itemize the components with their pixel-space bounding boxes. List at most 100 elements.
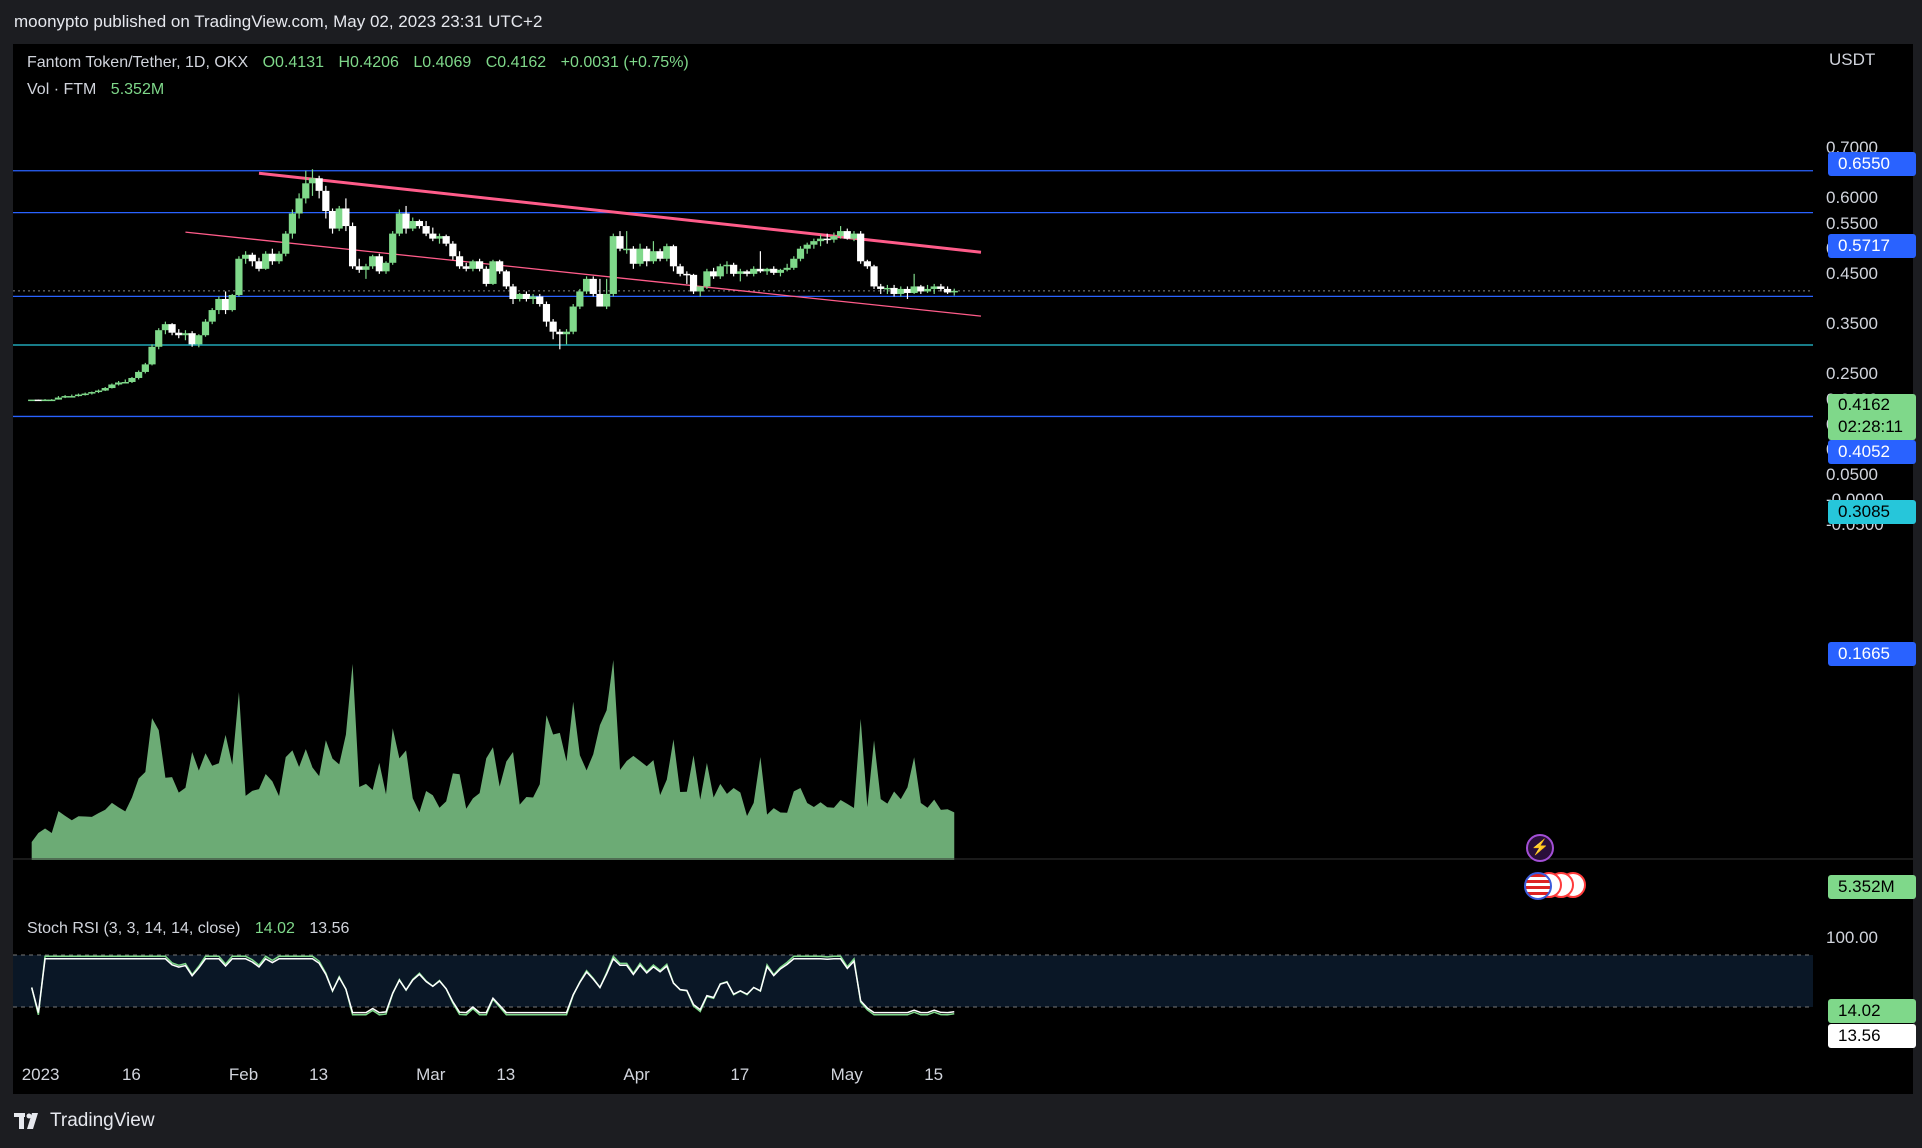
candle-body (215, 299, 223, 311)
candle-body (930, 286, 938, 289)
candle-body (81, 393, 89, 396)
candle-body (369, 256, 377, 267)
candle-body (188, 333, 196, 345)
low-value: L0.4069 (413, 54, 472, 71)
candle-body (41, 399, 49, 402)
candle-body (476, 261, 484, 269)
candle-body (135, 371, 143, 378)
volume-tag: 5.352M (1828, 875, 1916, 899)
lightning-icon[interactable]: ⚡ (1526, 834, 1554, 862)
candle-body (175, 332, 183, 336)
candle-body (208, 310, 216, 322)
candle-body (74, 394, 83, 397)
price-tick-label: 0.4500 (1826, 263, 1878, 283)
candle-body (389, 233, 397, 263)
chart-frame[interactable]: Fantom Token/Tether, 1D, OKX O0.4131 H0.… (13, 44, 1916, 1094)
candle-body (348, 226, 357, 267)
stoch-tick-label: 100.00 (1826, 928, 1878, 947)
candle-body (482, 268, 490, 284)
candle-body (48, 399, 56, 402)
footer: TradingView (0, 1094, 1922, 1148)
tradingview-icon (14, 1113, 38, 1129)
stoch-d-tag: 13.56 (1828, 1024, 1916, 1048)
candle-body (649, 251, 658, 262)
candle-body (108, 384, 116, 389)
close-value: C0.4162 (485, 54, 547, 71)
candle-body (496, 261, 504, 272)
candle-body (903, 288, 912, 293)
candle-body (569, 306, 577, 332)
time-tick-label: 15 (924, 1065, 944, 1084)
candle-body (148, 346, 156, 365)
candle-body (302, 183, 310, 199)
candle-body (28, 399, 36, 402)
candle-body (810, 241, 818, 245)
level-tag-4: 0.3085 (1828, 500, 1916, 524)
candle-body (355, 266, 363, 270)
candle-body (516, 293, 524, 299)
price-chart[interactable] (13, 44, 1913, 1094)
candle-body (422, 226, 430, 234)
candle-body (870, 266, 878, 287)
candle-body (342, 208, 350, 227)
candle-body (282, 233, 290, 254)
candle-body (917, 286, 925, 292)
candle-body (449, 243, 457, 257)
candle-body (883, 287, 892, 290)
candle-body (315, 178, 323, 191)
candle-body (730, 264, 738, 274)
candle-body (415, 221, 424, 227)
price-tick-label: 0.6000 (1826, 188, 1878, 208)
candle-body (709, 271, 718, 277)
stoch-d-line (30, 957, 955, 1014)
candle-body (629, 248, 637, 264)
candle-body (863, 261, 871, 267)
candle-body (609, 236, 617, 294)
candle-body (743, 271, 751, 274)
candle-body (242, 254, 250, 259)
candle-body (683, 273, 691, 276)
us-flag-icon[interactable] (1524, 872, 1552, 900)
candle-body (54, 397, 63, 400)
candle-body (556, 331, 564, 335)
level-tag-2: 0.5717 (1828, 234, 1916, 258)
candle-body (509, 286, 517, 299)
candle-body (656, 251, 664, 259)
candle-body (181, 333, 190, 336)
candle-body (937, 286, 945, 289)
candle-body (228, 294, 236, 311)
time-tick-label: 13 (309, 1065, 329, 1084)
candle-body (756, 268, 764, 272)
candle-body (248, 254, 256, 262)
candle-countdown: 02:28:11 (1838, 417, 1903, 436)
level-tag-1: 0.6550 (1828, 152, 1916, 176)
candle-body (770, 268, 778, 273)
vol-label: Vol · FTM (27, 81, 97, 98)
candle-body (435, 236, 444, 239)
candle-body (442, 236, 450, 244)
candle-body (790, 258, 798, 268)
candle-body (890, 287, 898, 294)
candle-body (288, 213, 297, 234)
candle-body (703, 271, 711, 287)
candle-body (235, 258, 243, 295)
candle-body (736, 271, 744, 274)
candle-body (34, 399, 42, 402)
candle-body (837, 231, 845, 237)
candle-body (128, 377, 136, 382)
level-tag-5: 0.1665 (1828, 642, 1916, 666)
candle-body (663, 246, 671, 259)
candle-body (562, 331, 571, 335)
price-tick-label: 0.5500 (1826, 213, 1878, 233)
candle-body (582, 278, 591, 292)
candle-body (121, 381, 129, 384)
candle-body (643, 248, 651, 262)
candle-body (943, 288, 952, 293)
candle-body (877, 286, 885, 289)
time-tick-label: 16 (121, 1065, 141, 1084)
tradingview-logo[interactable]: TradingView (14, 1110, 155, 1132)
candle-body (61, 396, 69, 398)
candle-body (923, 288, 932, 292)
candle-body (796, 248, 805, 259)
candle-body (201, 321, 210, 336)
